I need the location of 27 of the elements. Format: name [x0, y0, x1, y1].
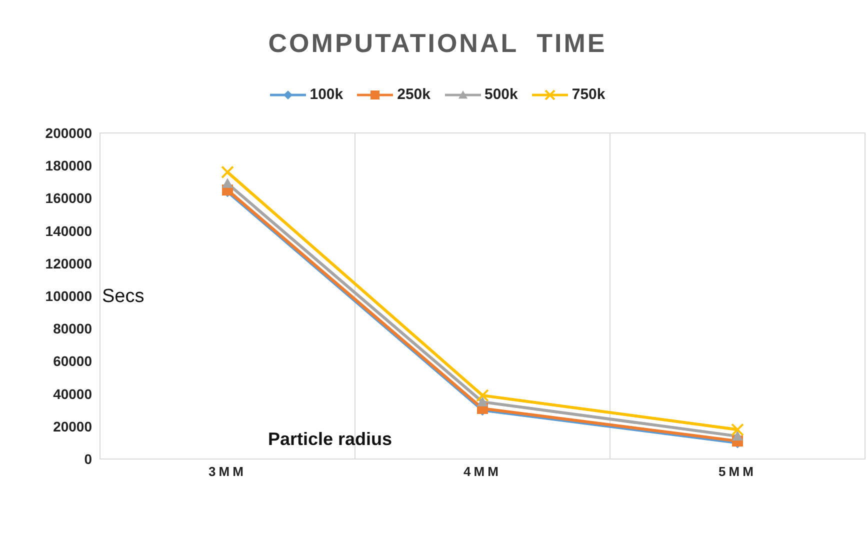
legend-label: 500k	[484, 86, 518, 103]
legend-label: 750k	[572, 86, 606, 103]
chart-title: COMPUTATIONAL TIME	[267, 28, 608, 59]
y-tick-label: 160000	[45, 190, 92, 206]
y-tick-label: 140000	[45, 222, 92, 239]
x-axis-title: Particle radius	[266, 429, 394, 450]
y-tick-label: 20000	[53, 418, 92, 434]
y-tick-label: 200000	[45, 124, 92, 141]
point	[222, 178, 233, 188]
x-tick-label: 4MM	[464, 464, 502, 480]
x-tick-label: 3MM	[208, 464, 246, 480]
point	[732, 430, 743, 441]
y-axis-title: Secs	[102, 286, 144, 308]
point	[476, 388, 489, 402]
y-tick-label: 0	[84, 450, 92, 467]
x-tick-label: 5MM	[718, 464, 756, 480]
y-tick-label: 80000	[53, 320, 92, 337]
point	[731, 423, 744, 436]
y-tick-label: 100000	[45, 288, 92, 304]
y-tick-label: 120000	[45, 255, 92, 272]
point	[221, 166, 234, 179]
y-tick-label: 60000	[53, 353, 92, 370]
y-tick-label: 180000	[45, 158, 92, 174]
y-tick-label: 40000	[53, 386, 92, 402]
point	[477, 396, 488, 406]
legend-label: 250k	[397, 86, 430, 103]
legend-label: 100k	[310, 86, 344, 103]
